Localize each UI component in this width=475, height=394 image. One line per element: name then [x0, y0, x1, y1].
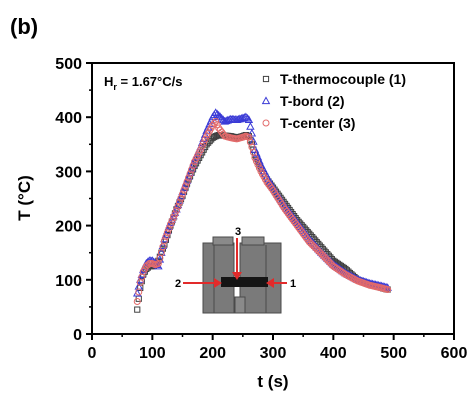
data-point-circle — [177, 194, 185, 202]
x-tick-label: 600 — [441, 345, 468, 362]
data-point-triangle — [211, 108, 220, 116]
y-tick-label: 200 — [55, 219, 82, 236]
series-3 — [133, 118, 392, 305]
data-point-circle — [169, 213, 177, 221]
y-tick-label: 100 — [55, 273, 82, 290]
inset-arrowhead-3 — [232, 272, 242, 280]
data-point-circle — [162, 233, 170, 241]
data-point-circle — [171, 210, 179, 218]
data-point-circle — [172, 206, 180, 214]
data-point-circle — [251, 154, 259, 162]
data-point-circle — [200, 139, 208, 147]
data-point-triangle — [136, 275, 145, 283]
data-point-triangle — [172, 204, 181, 213]
inset-label-3: 3 — [235, 226, 241, 238]
y-tick-label: 500 — [55, 56, 82, 73]
data-point-circle — [185, 174, 193, 182]
x-tick-label: 500 — [380, 345, 407, 362]
data-point-circle — [186, 170, 194, 178]
series-layer — [133, 108, 392, 313]
data-point-circle — [245, 133, 253, 141]
inset-schematic: 3 2 1 — [175, 226, 296, 314]
legend-label: T-thermocouple (1) — [280, 71, 406, 87]
data-point-circle — [254, 161, 262, 169]
x-tick-label: 200 — [199, 345, 226, 362]
data-point-legend-triangle — [261, 96, 271, 105]
data-point-circle — [189, 162, 197, 170]
legend: T-thermocouple (1) T-bord (2) T-center (3) — [261, 71, 406, 131]
x-tick-label: 100 — [139, 345, 166, 362]
inset-label-1: 1 — [290, 278, 296, 290]
data-point-triangle — [212, 109, 222, 118]
data-point-circle — [135, 288, 143, 296]
y-tick-label: 0 — [73, 327, 82, 344]
data-point-triangle — [215, 112, 225, 121]
data-point-circle — [182, 182, 190, 190]
data-point-triangle — [158, 241, 168, 250]
inset-top-left-cap — [212, 236, 234, 246]
data-point-circle — [166, 221, 174, 229]
inset-arrowhead-1 — [266, 278, 274, 288]
data-point-triangle — [243, 113, 252, 122]
y-tick-label: 400 — [55, 110, 82, 127]
data-point-circle — [160, 237, 168, 245]
x-tick-label: 400 — [320, 345, 347, 362]
annotation-sub: r — [113, 82, 117, 92]
annotation-main: H — [104, 74, 113, 89]
data-point-circle — [197, 146, 205, 154]
x-axis: 0 100 200 300 400 500 600 — [88, 334, 468, 362]
data-point-circle — [180, 186, 188, 194]
y-axis-label: T (°C) — [15, 175, 34, 221]
data-point-legend-square — [262, 75, 270, 83]
data-point-triangle — [241, 112, 251, 121]
y-tick-label: 300 — [55, 164, 82, 181]
data-point-triangle — [155, 254, 165, 263]
inset-arrowhead-2 — [214, 278, 222, 288]
legend-label: T-bord (2) — [280, 93, 345, 109]
y-axis: 0 100 200 300 400 500 — [55, 56, 92, 344]
panel-label: (b) — [10, 14, 38, 39]
heating-rate-annotation: Hr = 1.67°C/s — [104, 74, 182, 92]
data-point-triangle — [214, 110, 223, 119]
data-point-circle — [168, 217, 176, 225]
data-point-triangle — [238, 113, 248, 122]
inset-bottom-slot — [234, 296, 246, 314]
data-point-triangle — [200, 130, 210, 138]
data-point-circle — [175, 198, 183, 206]
data-point-circle — [384, 286, 392, 294]
data-point-circle — [198, 142, 206, 150]
data-point-circle — [212, 118, 220, 126]
x-axis-label: t (s) — [257, 372, 288, 391]
inset-center-sample — [221, 277, 268, 287]
data-point-circle — [165, 225, 173, 233]
data-point-circle — [201, 136, 209, 144]
inset-top-right-cap — [241, 236, 265, 246]
data-point-triangle — [223, 115, 232, 124]
data-point-circle — [183, 178, 191, 186]
data-point-legend-circle — [262, 119, 270, 127]
annotation-rest: = 1.67°C/s — [117, 74, 183, 89]
data-point-square — [134, 306, 141, 313]
data-point-circle — [188, 166, 196, 174]
x-tick-label: 0 — [88, 345, 97, 362]
data-point-circle — [133, 297, 141, 305]
data-point-circle — [163, 229, 171, 237]
data-point-triangle — [246, 122, 255, 130]
data-point-triangle — [244, 115, 254, 124]
data-point-circle — [252, 157, 260, 165]
legend-label: T-center (3) — [280, 115, 355, 131]
data-point-circle — [255, 164, 263, 172]
data-point-circle — [246, 138, 254, 146]
data-point-triangle — [217, 113, 226, 122]
data-point-circle — [213, 121, 221, 129]
inset-label-2: 2 — [175, 278, 181, 290]
data-point-circle — [174, 202, 182, 210]
x-tick-label: 300 — [260, 345, 287, 362]
data-point-circle — [179, 190, 186, 198]
